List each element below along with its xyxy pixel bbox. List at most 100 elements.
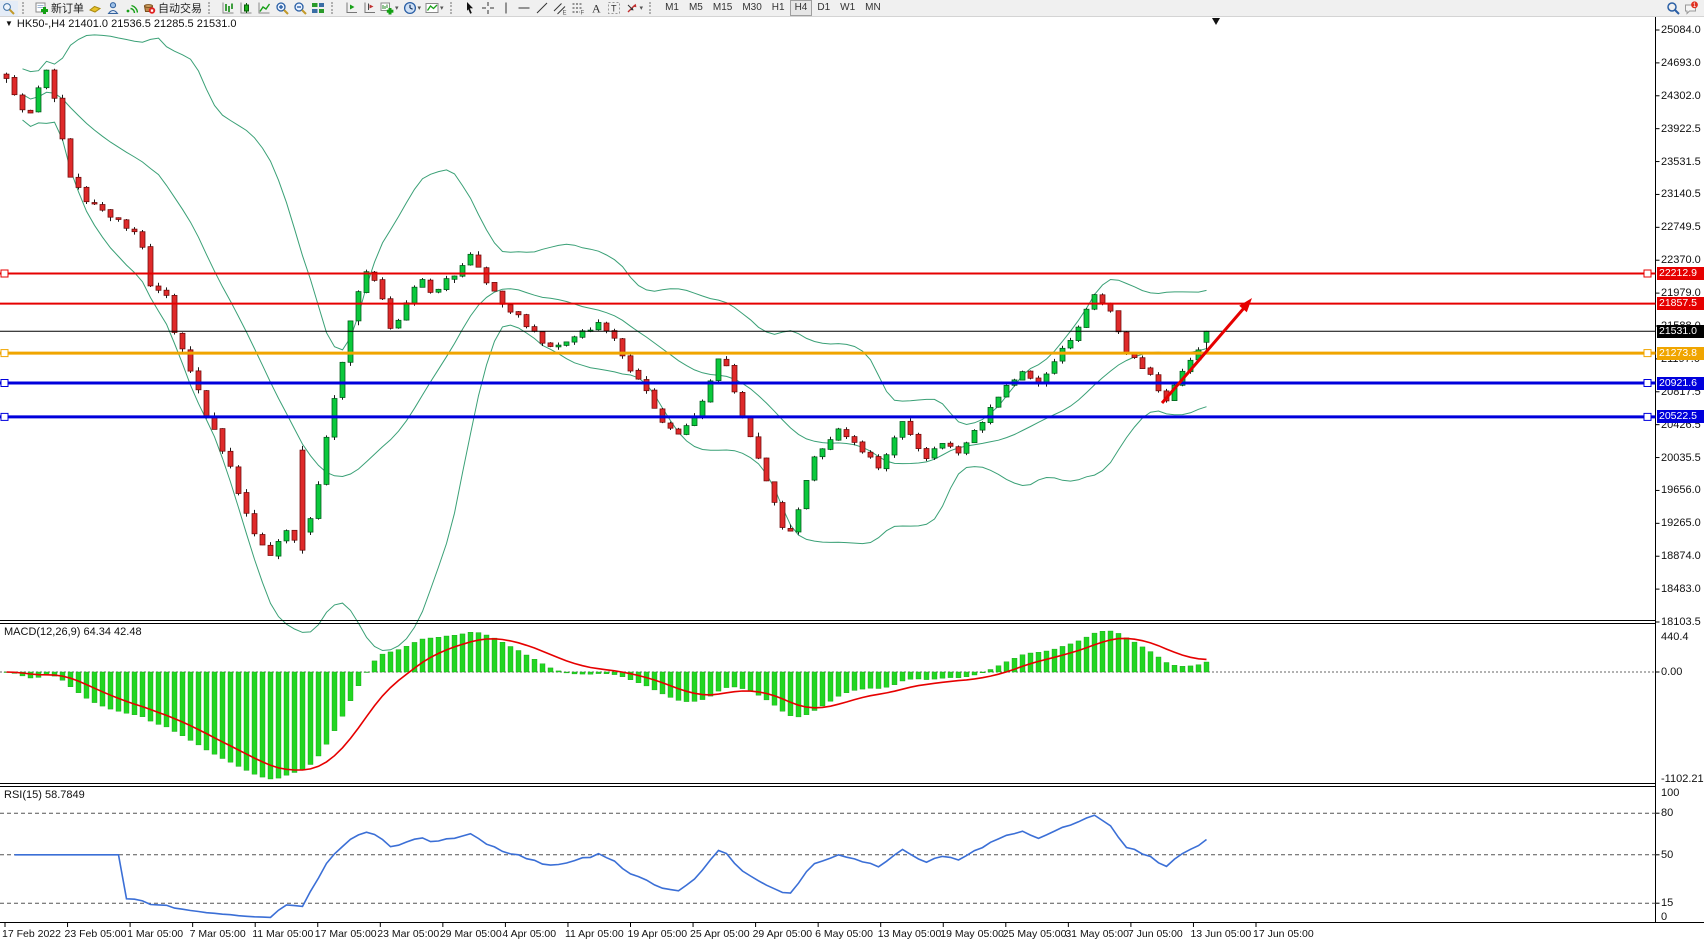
autotrade-icon [142,1,156,15]
price-axis-label: 23531.5 [1661,155,1701,168]
price-axis-label: 19656.0 [1661,484,1701,497]
objects-list-button[interactable] [360,1,378,16]
new-order-button[interactable]: 新订单 [33,1,86,16]
zoom-in-icon [275,1,289,15]
arrows-button[interactable]: ▾ [623,1,646,16]
notifications-button[interactable]: 1 [1682,1,1700,16]
time-axis-label: 29 Mar 05:00 [439,928,502,940]
time-axis-label: 17 Feb 2022 [2,928,61,940]
svg-text:T: T [611,4,617,14]
zoom-out-button[interactable] [291,1,309,16]
channel-icon: E [553,1,567,15]
trendline-button[interactable] [533,1,551,16]
time-axis-label: 7 Jun 05:00 [1127,928,1183,940]
timeframe-m5-button[interactable]: M5 [688,2,703,13]
cursor-button[interactable] [461,1,479,16]
timeframe-m1-button[interactable]: M1 [665,2,679,13]
dropdown-arrow-icon[interactable]: ▾ [440,5,444,12]
new-chart-icon [380,1,394,15]
price-axis-label: 23922.5 [1661,122,1701,135]
periods-button[interactable]: ▾ [401,1,424,16]
price-axis[interactable]: 25084.0 24693.0 24302.0 23922.5 23531.5 23140… [1656,16,1704,943]
vline-icon [499,1,513,15]
timeframe-h4-button[interactable]: H4 [789,0,813,16]
price-axis-label: 18483.0 [1661,583,1701,596]
bar-chart-button[interactable] [219,1,237,16]
price-axis-label: 20035.5 [1661,451,1701,464]
dropdown-arrow-icon[interactable]: ▾ [639,5,644,12]
vertical-line-button[interactable] [497,1,515,16]
time-axis-label: 31 May 05:00 [1065,928,1129,940]
cursor-icon [463,1,477,15]
clock-icon [403,1,417,15]
price-axis-label: 23140.5 [1661,188,1701,201]
macd-axis-zero: 0.00 [1661,666,1683,678]
dropdown-arrow-icon[interactable]: ▾ [417,5,422,12]
zoom-in-button[interactable] [273,1,291,16]
new-order-icon [35,1,49,15]
tile-windows-button[interactable] [309,1,327,16]
indicators-button[interactable] [342,1,360,16]
horizontal-line-button[interactable] [515,1,533,16]
toolbar: 新订单 自动交易 ▾ ▾ ▾ E F A T ▾ M1 M5 M15 M30 H1 H4 D1 W1 MN 1 [0,0,1704,17]
crosshair-button[interactable] [479,1,497,16]
experts-button[interactable] [104,1,122,16]
timeframe-mn-button[interactable]: MN [865,2,881,13]
time-axis-label: 17 Mar 05:00 [314,928,377,940]
svg-text:F: F [580,11,584,16]
new-chart-button[interactable]: ▾ [378,1,401,16]
toolbar-left-group: 新订单 自动交易 ▾ ▾ ▾ E F A T ▾ M1 M5 M15 M30 H1 H4 D1 W1 MN [0,0,886,16]
line-chart-button[interactable] [255,1,273,16]
price-axis-label: 18103.5 [1661,616,1701,628]
symbols-button[interactable] [86,1,104,16]
dropdown-arrow-icon[interactable]: ▾ [395,5,399,12]
toolbar-separator [208,2,216,14]
price-axis-label: 24693.0 [1661,56,1701,69]
price-line-tag: 20522.5 [1657,410,1704,424]
chart-preview-button[interactable] [0,0,18,16]
text-label-button[interactable]: T [605,1,623,16]
time-axis-label: 11 Apr 05:00 [564,928,624,940]
time-axis-label: 4 Apr 05:00 [502,928,557,940]
search-button[interactable] [1664,1,1682,16]
bar-chart-icon [221,1,235,15]
indicator-red-icon [362,1,376,15]
price-axis-label: 22370.0 [1661,254,1701,267]
time-axis-label: 1 Mar 05:00 [127,928,184,940]
price-axis-label: 24302.0 [1661,89,1701,102]
new-order-button-label: 新订单 [51,3,84,15]
price-line-tag: 22212.9 [1657,266,1704,280]
rsi-indicator-label: RSI(15) 58.7849 [4,789,85,801]
chart-preview-icon [2,1,16,15]
time-axis-label: 19 May 05:00 [940,928,1004,940]
price-axis-label: 22749.5 [1661,221,1701,234]
timeframe-w1-button[interactable]: W1 [840,2,856,13]
chart-title-text: HK50-,H4 21401.0 21536.5 21285.5 21531.0 [16,18,237,30]
line-chart-icon [257,1,271,15]
templates-button[interactable]: ▾ [423,1,446,16]
signal-icon [124,1,138,15]
timeframe-h1-button[interactable]: H1 [771,2,785,13]
template-icon [425,1,439,15]
zoom-out-icon [293,1,307,15]
autotrade-button[interactable]: 自动交易 [140,1,204,16]
timeframe-m30-button[interactable]: M30 [742,2,762,13]
time-axis-label: 29 Apr 05:00 [752,928,813,940]
timeframe-m15-button[interactable]: M15 [712,2,733,13]
toolbar-separator [22,2,30,14]
fibonacci-button[interactable]: F [569,1,587,16]
time-axis-label: 23 Feb 05:00 [64,928,127,940]
signals-button[interactable] [122,1,140,16]
text-icon: A [589,1,603,16]
crosshair-icon [481,1,495,15]
timeframe-d1-button[interactable]: D1 [817,2,831,13]
symbol-dropdown-icon[interactable]: ▼ [5,19,13,28]
candle-chart-button[interactable] [237,1,255,16]
svg-text:A: A [592,2,601,16]
time-axis[interactable]: 17 Feb 2022 23 Feb 05:00 1 Mar 05:00 7 Mar … [0,923,1704,943]
time-axis-label: 25 May 05:00 [1002,928,1067,940]
text-button[interactable]: A [587,1,605,16]
toolbar-separator [331,2,339,14]
equidistant-channel-button[interactable]: E [551,1,569,16]
